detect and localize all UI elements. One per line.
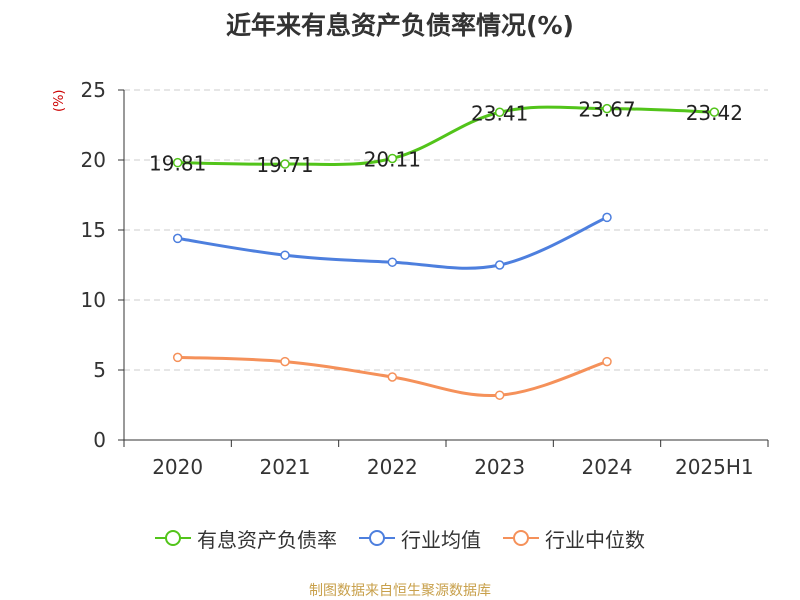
legend-label: 行业中位数	[545, 527, 645, 552]
data-label: 23.41	[471, 101, 528, 125]
x-tick-label: 2022	[367, 455, 418, 479]
data-label: 19.81	[149, 152, 206, 176]
data-point-marker	[709, 107, 720, 117]
data-point-marker	[280, 356, 290, 367]
legend-label: 有息资产负债率	[197, 527, 337, 552]
y-tick-label: 15	[81, 218, 106, 242]
x-tick-label: 2020	[152, 455, 203, 479]
data-point-marker	[494, 107, 505, 118]
y-tick-label: 10	[81, 288, 106, 312]
data-point-marker	[172, 352, 183, 363]
data-point-marker	[494, 390, 505, 400]
legend-line-marker-icon	[503, 528, 539, 548]
data-label: 19.71	[256, 153, 313, 177]
legend-label: 行业均值	[401, 527, 481, 552]
legend-item-series-1[interactable]: 行业均值	[359, 524, 481, 553]
data-label: 23.42	[686, 101, 743, 125]
x-tick-label: 2021	[260, 455, 311, 479]
y-tick-label: 20	[81, 148, 106, 172]
legend-line-marker-icon	[155, 528, 191, 548]
data-point-marker	[172, 233, 183, 244]
x-tick-label: 2025H1	[675, 455, 754, 479]
data-label: 20.11	[364, 147, 421, 171]
legend-item-series-0[interactable]: 有息资产负债率	[155, 524, 337, 553]
legend-line-marker-icon	[359, 528, 395, 548]
x-tick-label: 2023	[474, 455, 525, 479]
x-tick-label: 2024	[582, 455, 633, 479]
data-point-marker	[387, 372, 398, 382]
y-tick-label: 5	[93, 358, 106, 382]
data-point-marker	[280, 159, 290, 169]
data-label: 23.67	[578, 98, 635, 122]
data-point-marker	[602, 356, 612, 367]
data-point-marker	[280, 250, 290, 260]
data-point-marker	[172, 157, 183, 168]
data-point-marker	[602, 212, 612, 223]
data-source-footer: 制图数据来自恒生聚源数据库	[309, 583, 491, 599]
data-point-marker	[387, 153, 398, 164]
data-point-marker	[494, 260, 505, 270]
series-line-0	[176, 105, 716, 166]
legend: 有息资产负债率 行业均值 行业中位数	[0, 520, 800, 556]
data-point-marker	[602, 103, 612, 114]
y-tick-label: 0	[93, 428, 106, 452]
chart-title: 近年来有息资产负债率情况(%)	[226, 11, 574, 40]
legend-item-series-2[interactable]: 行业中位数	[503, 524, 645, 553]
data-point-marker	[387, 257, 398, 267]
y-tick-label: 25	[81, 78, 106, 102]
